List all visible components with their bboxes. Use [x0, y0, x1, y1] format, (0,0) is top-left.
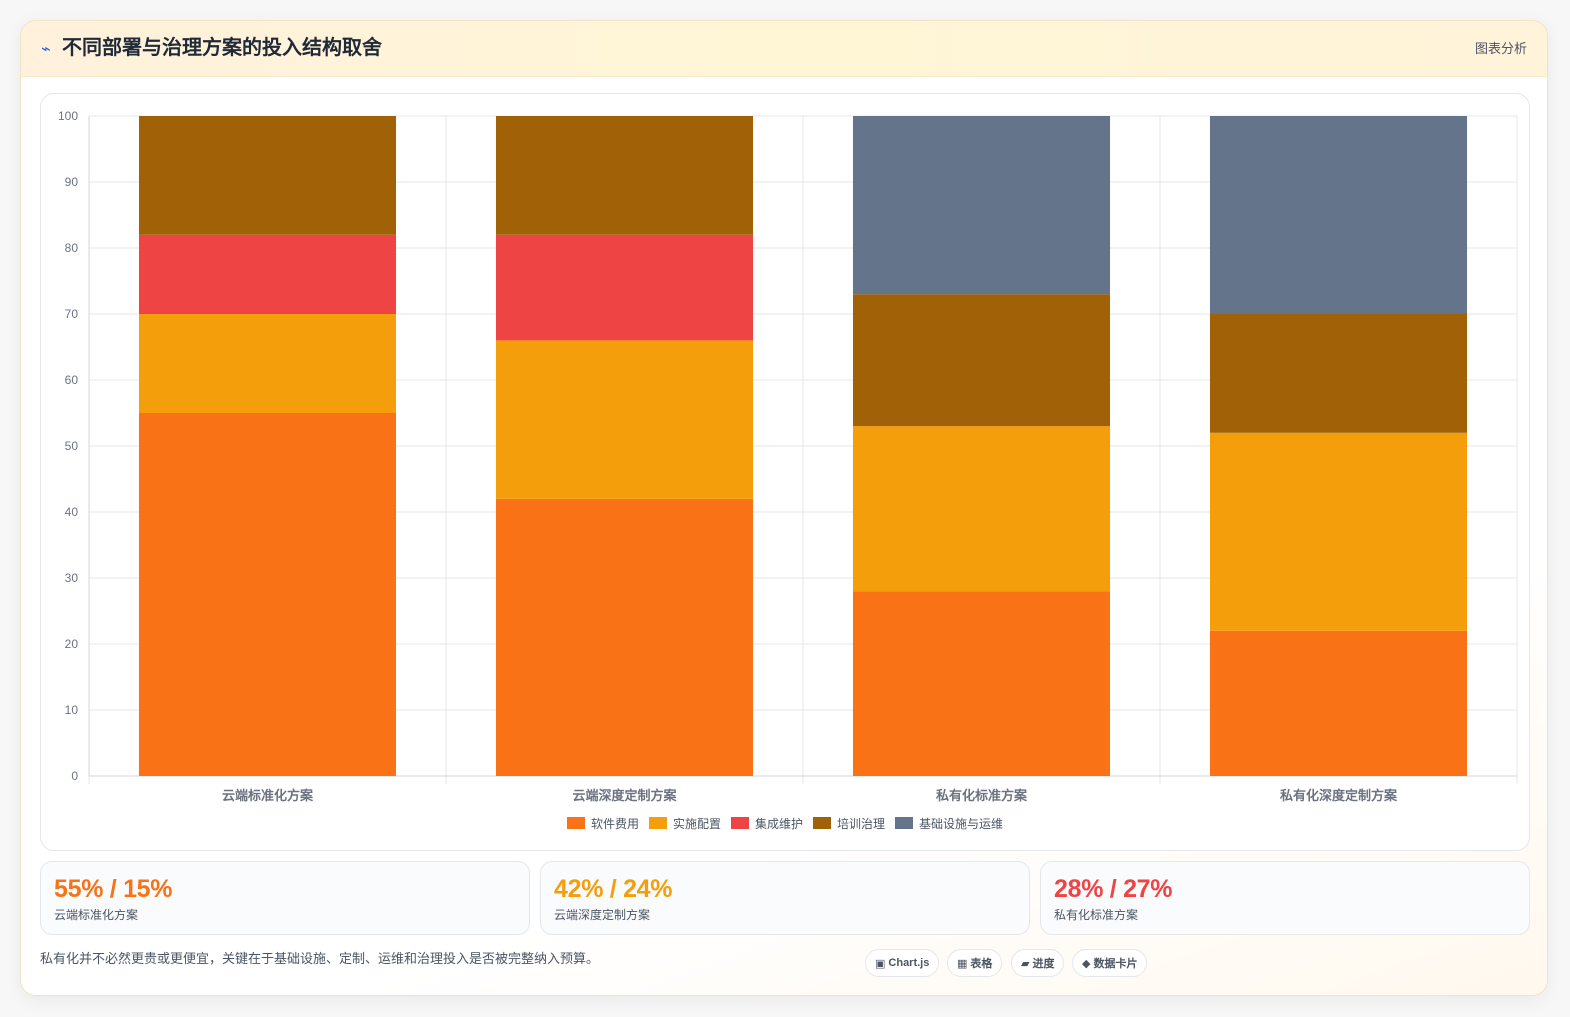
- stat-label: 云端标准化方案: [54, 908, 139, 922]
- pill-label: 进度: [1032, 958, 1055, 970]
- stat-card-1: 55% / 15% 云端标准化方案: [40, 861, 530, 935]
- bar-segment: [852, 426, 1111, 592]
- stat-card-3: 28% / 27% 私有化标准方案: [1040, 861, 1530, 935]
- y-tick-label: 0: [71, 769, 78, 783]
- bar-segment: [495, 340, 754, 499]
- y-tick-label: 100: [58, 109, 78, 123]
- y-tick-label: 10: [65, 703, 79, 717]
- y-tick-label: 60: [65, 373, 79, 387]
- bar-segment: [852, 591, 1111, 776]
- bar-segment: [495, 234, 754, 341]
- stat-label: 云端深度定制方案: [554, 908, 651, 922]
- lightning-icon: ⌁: [41, 39, 51, 58]
- pill-table[interactable]: ▦ 表格: [947, 949, 1003, 977]
- y-tick-label: 40: [65, 505, 79, 519]
- legend-swatch: [730, 817, 749, 829]
- legend-item[interactable]: 实施配置: [648, 815, 721, 832]
- stat-value: 28% / 27%: [1054, 875, 1173, 903]
- x-tick-label: 云端标准化方案: [222, 788, 314, 803]
- data-card-icon: ◆: [1082, 956, 1091, 970]
- pill-label: 表格: [970, 958, 993, 970]
- chart-icon: ▣: [875, 956, 886, 970]
- chart-card: ⌁ 不同部署与治理方案的投入结构取舍 图表分析 0 10 20 30 40 50 60 70 8…: [20, 20, 1548, 996]
- legend-label: 培训治理: [837, 816, 886, 831]
- legend-swatch: [566, 817, 585, 829]
- y-tick-label: 80: [65, 241, 79, 255]
- y-tick-label: 20: [65, 637, 79, 651]
- bar-segment: [495, 498, 754, 776]
- legend-label: 软件费用: [590, 816, 639, 831]
- legend-swatch: [895, 817, 914, 829]
- y-tick-label: 50: [65, 439, 79, 453]
- pill-data-card[interactable]: ◆ 数据卡片: [1072, 949, 1148, 977]
- bar-segment: [852, 294, 1111, 427]
- bar-segment: [852, 116, 1111, 295]
- legend-label: 实施配置: [672, 816, 721, 831]
- legend-item[interactable]: 集成维护: [730, 815, 803, 832]
- pill-label: 数据卡片: [1093, 958, 1138, 970]
- bar-segment: [138, 314, 397, 413]
- chart-panel: 0 10 20 30 40 50 60 70 80 90 100 云端标准化方案 云端深度定制方案 私有化…: [40, 93, 1530, 851]
- header-tag: 图表分析: [1474, 41, 1527, 56]
- bar-segment: [138, 116, 397, 235]
- pill-label: Chart.js: [888, 957, 930, 969]
- bar-segment: [495, 116, 754, 235]
- legend-item[interactable]: 软件费用: [566, 815, 639, 832]
- pill-progress[interactable]: ▰ 进度: [1011, 949, 1065, 977]
- legend-item[interactable]: 培训治理: [813, 815, 885, 832]
- card-header: ⌁ 不同部署与治理方案的投入结构取舍 图表分析: [21, 21, 1547, 77]
- legend-label: 集成维护: [754, 816, 803, 831]
- legend-swatch: [648, 817, 667, 829]
- legend-swatch: [813, 817, 831, 829]
- table-icon: ▦: [957, 956, 968, 970]
- stat-card-2: 42% / 24% 云端深度定制方案: [540, 861, 1030, 935]
- stat-label: 私有化标准方案: [1054, 908, 1139, 922]
- stacked-bar-chart: 0 10 20 30 40 50 60 70 80 90 100 云端标准化方案 云端深度定制方案 私有化…: [58, 109, 1518, 803]
- footer-note: 私有化并不必然更贵或更便宜，关键在于基础设施、定制、运维和治理投入是否被完整纳入…: [40, 951, 600, 966]
- progress-icon: ▰: [1021, 956, 1030, 970]
- y-tick-label: 30: [65, 571, 79, 585]
- y-tick-label: 70: [65, 307, 79, 321]
- chart-legend: 软件费用 实施配置 集成维护 培训治理 基础设施与运维: [41, 813, 1529, 833]
- legend-item[interactable]: 基础设施与运维: [895, 815, 1003, 832]
- stat-value: 42% / 24%: [554, 875, 673, 903]
- x-tick-label: 私有化深度定制方案: [1280, 788, 1398, 803]
- bar-segment: [1209, 116, 1468, 314]
- stat-value: 55% / 15%: [54, 875, 173, 903]
- legend-label: 基础设施与运维: [919, 816, 1004, 831]
- bar-segment: [1209, 314, 1468, 433]
- pill-chartjs[interactable]: ▣ Chart.js: [865, 949, 940, 977]
- bar-segment: [138, 234, 397, 314]
- x-tick-label: 云端深度定制方案: [572, 788, 677, 803]
- y-tick-label: 90: [65, 175, 79, 189]
- bar-segment: [1209, 432, 1468, 631]
- bar-segment: [138, 413, 397, 776]
- page-title: 不同部署与治理方案的投入结构取舍: [62, 37, 382, 59]
- bar-segment: [1209, 630, 1468, 776]
- x-tick-label: 私有化标准方案: [936, 788, 1028, 803]
